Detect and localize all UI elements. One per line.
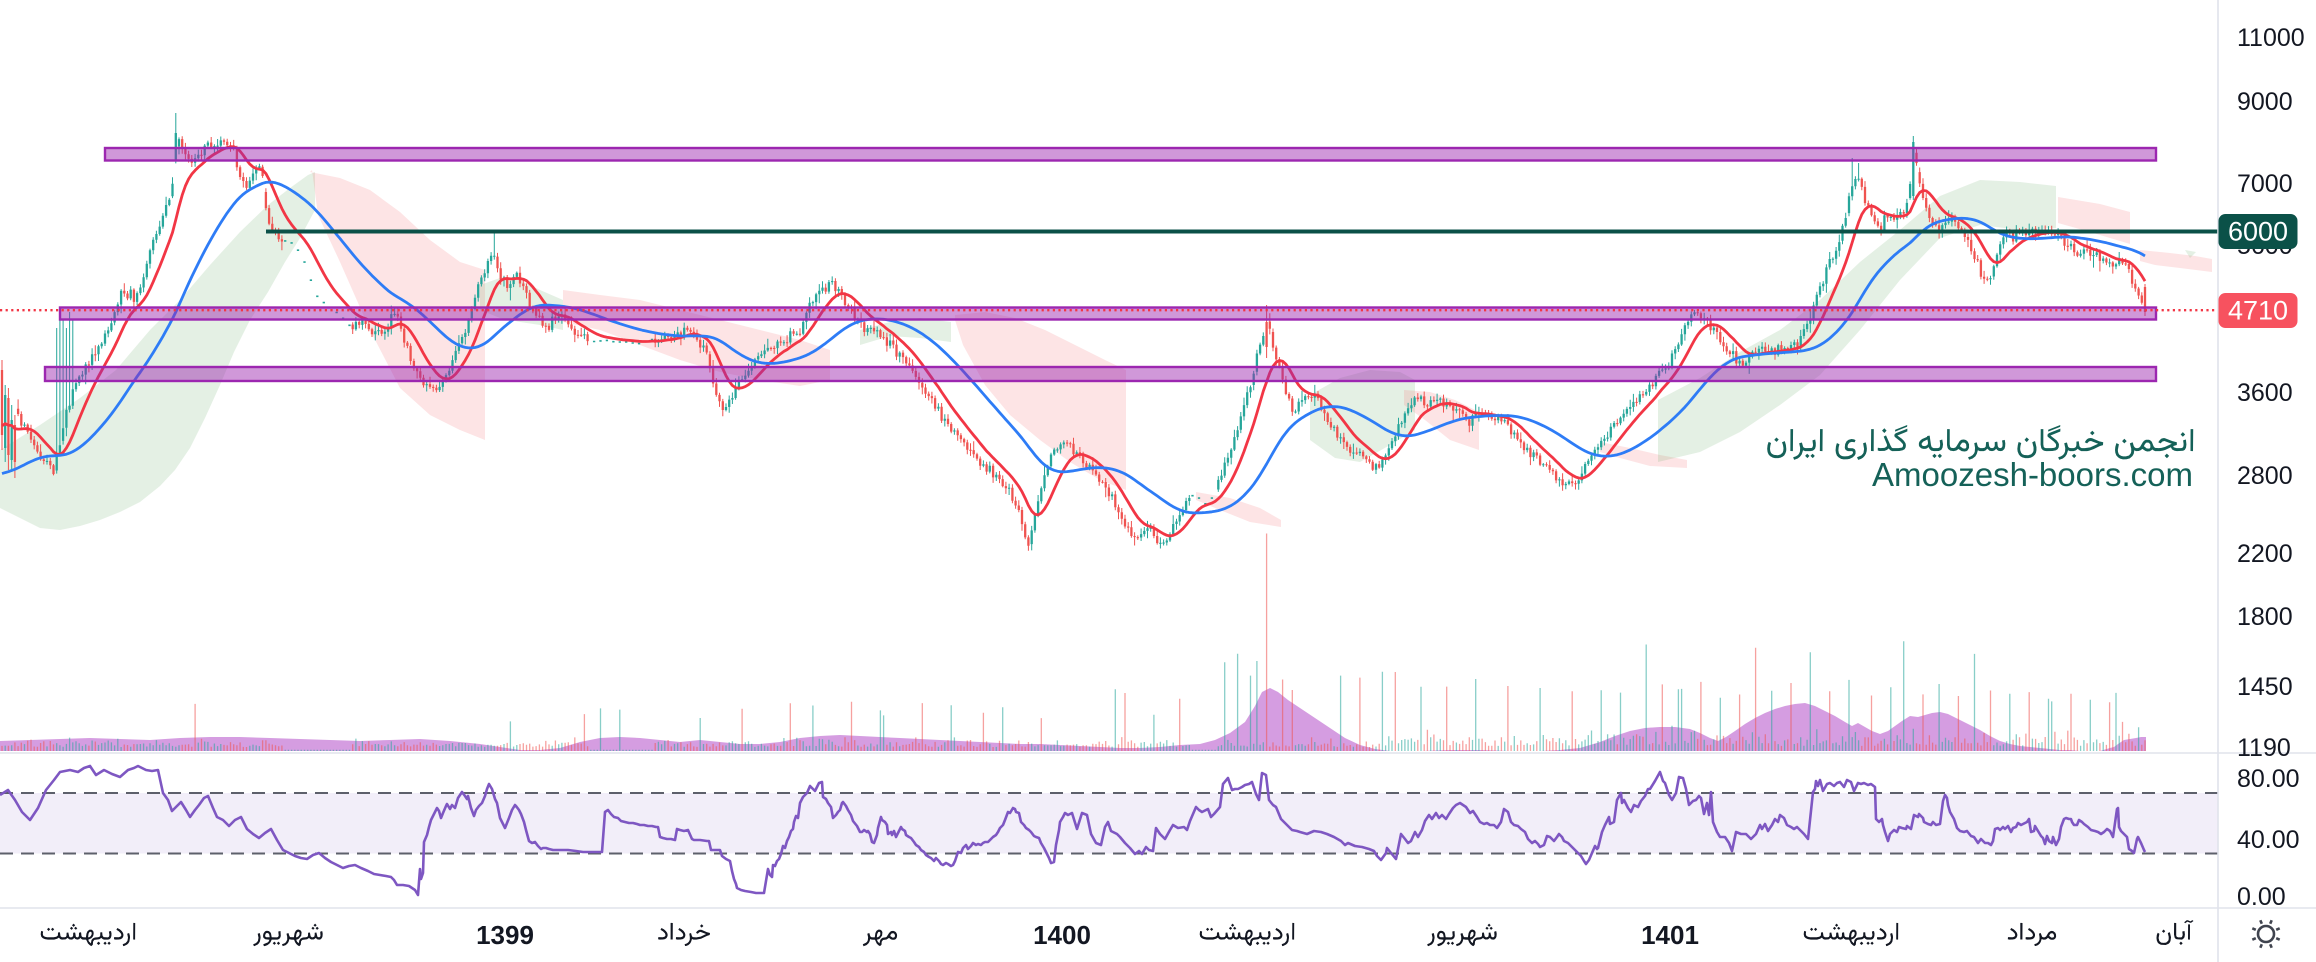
- svg-text:3600: 3600: [2237, 379, 2293, 407]
- svg-text:1190: 1190: [2237, 734, 2291, 762]
- svg-text:7000: 7000: [2237, 170, 2293, 198]
- svg-text:4710: 4710: [2228, 296, 2288, 326]
- svg-text:1800: 1800: [2237, 603, 2293, 631]
- svg-text:6000: 6000: [2228, 217, 2288, 247]
- svg-text:40.00: 40.00: [2237, 826, 2300, 854]
- svg-text:1401: 1401: [1641, 920, 1699, 950]
- svg-text:0.00: 0.00: [2237, 883, 2286, 911]
- svg-text:2800: 2800: [2237, 462, 2293, 490]
- svg-text:11000: 11000: [2237, 24, 2305, 52]
- svg-text:9000: 9000: [2237, 88, 2293, 116]
- svg-text:1400: 1400: [1033, 920, 1091, 950]
- svg-text:Amoozesh-boors.com: Amoozesh-boors.com: [1872, 456, 2193, 493]
- svg-text:1450: 1450: [2237, 673, 2293, 701]
- svg-text:1399: 1399: [476, 920, 534, 950]
- svg-text:80.00: 80.00: [2237, 765, 2300, 793]
- svg-text:2200: 2200: [2237, 540, 2293, 568]
